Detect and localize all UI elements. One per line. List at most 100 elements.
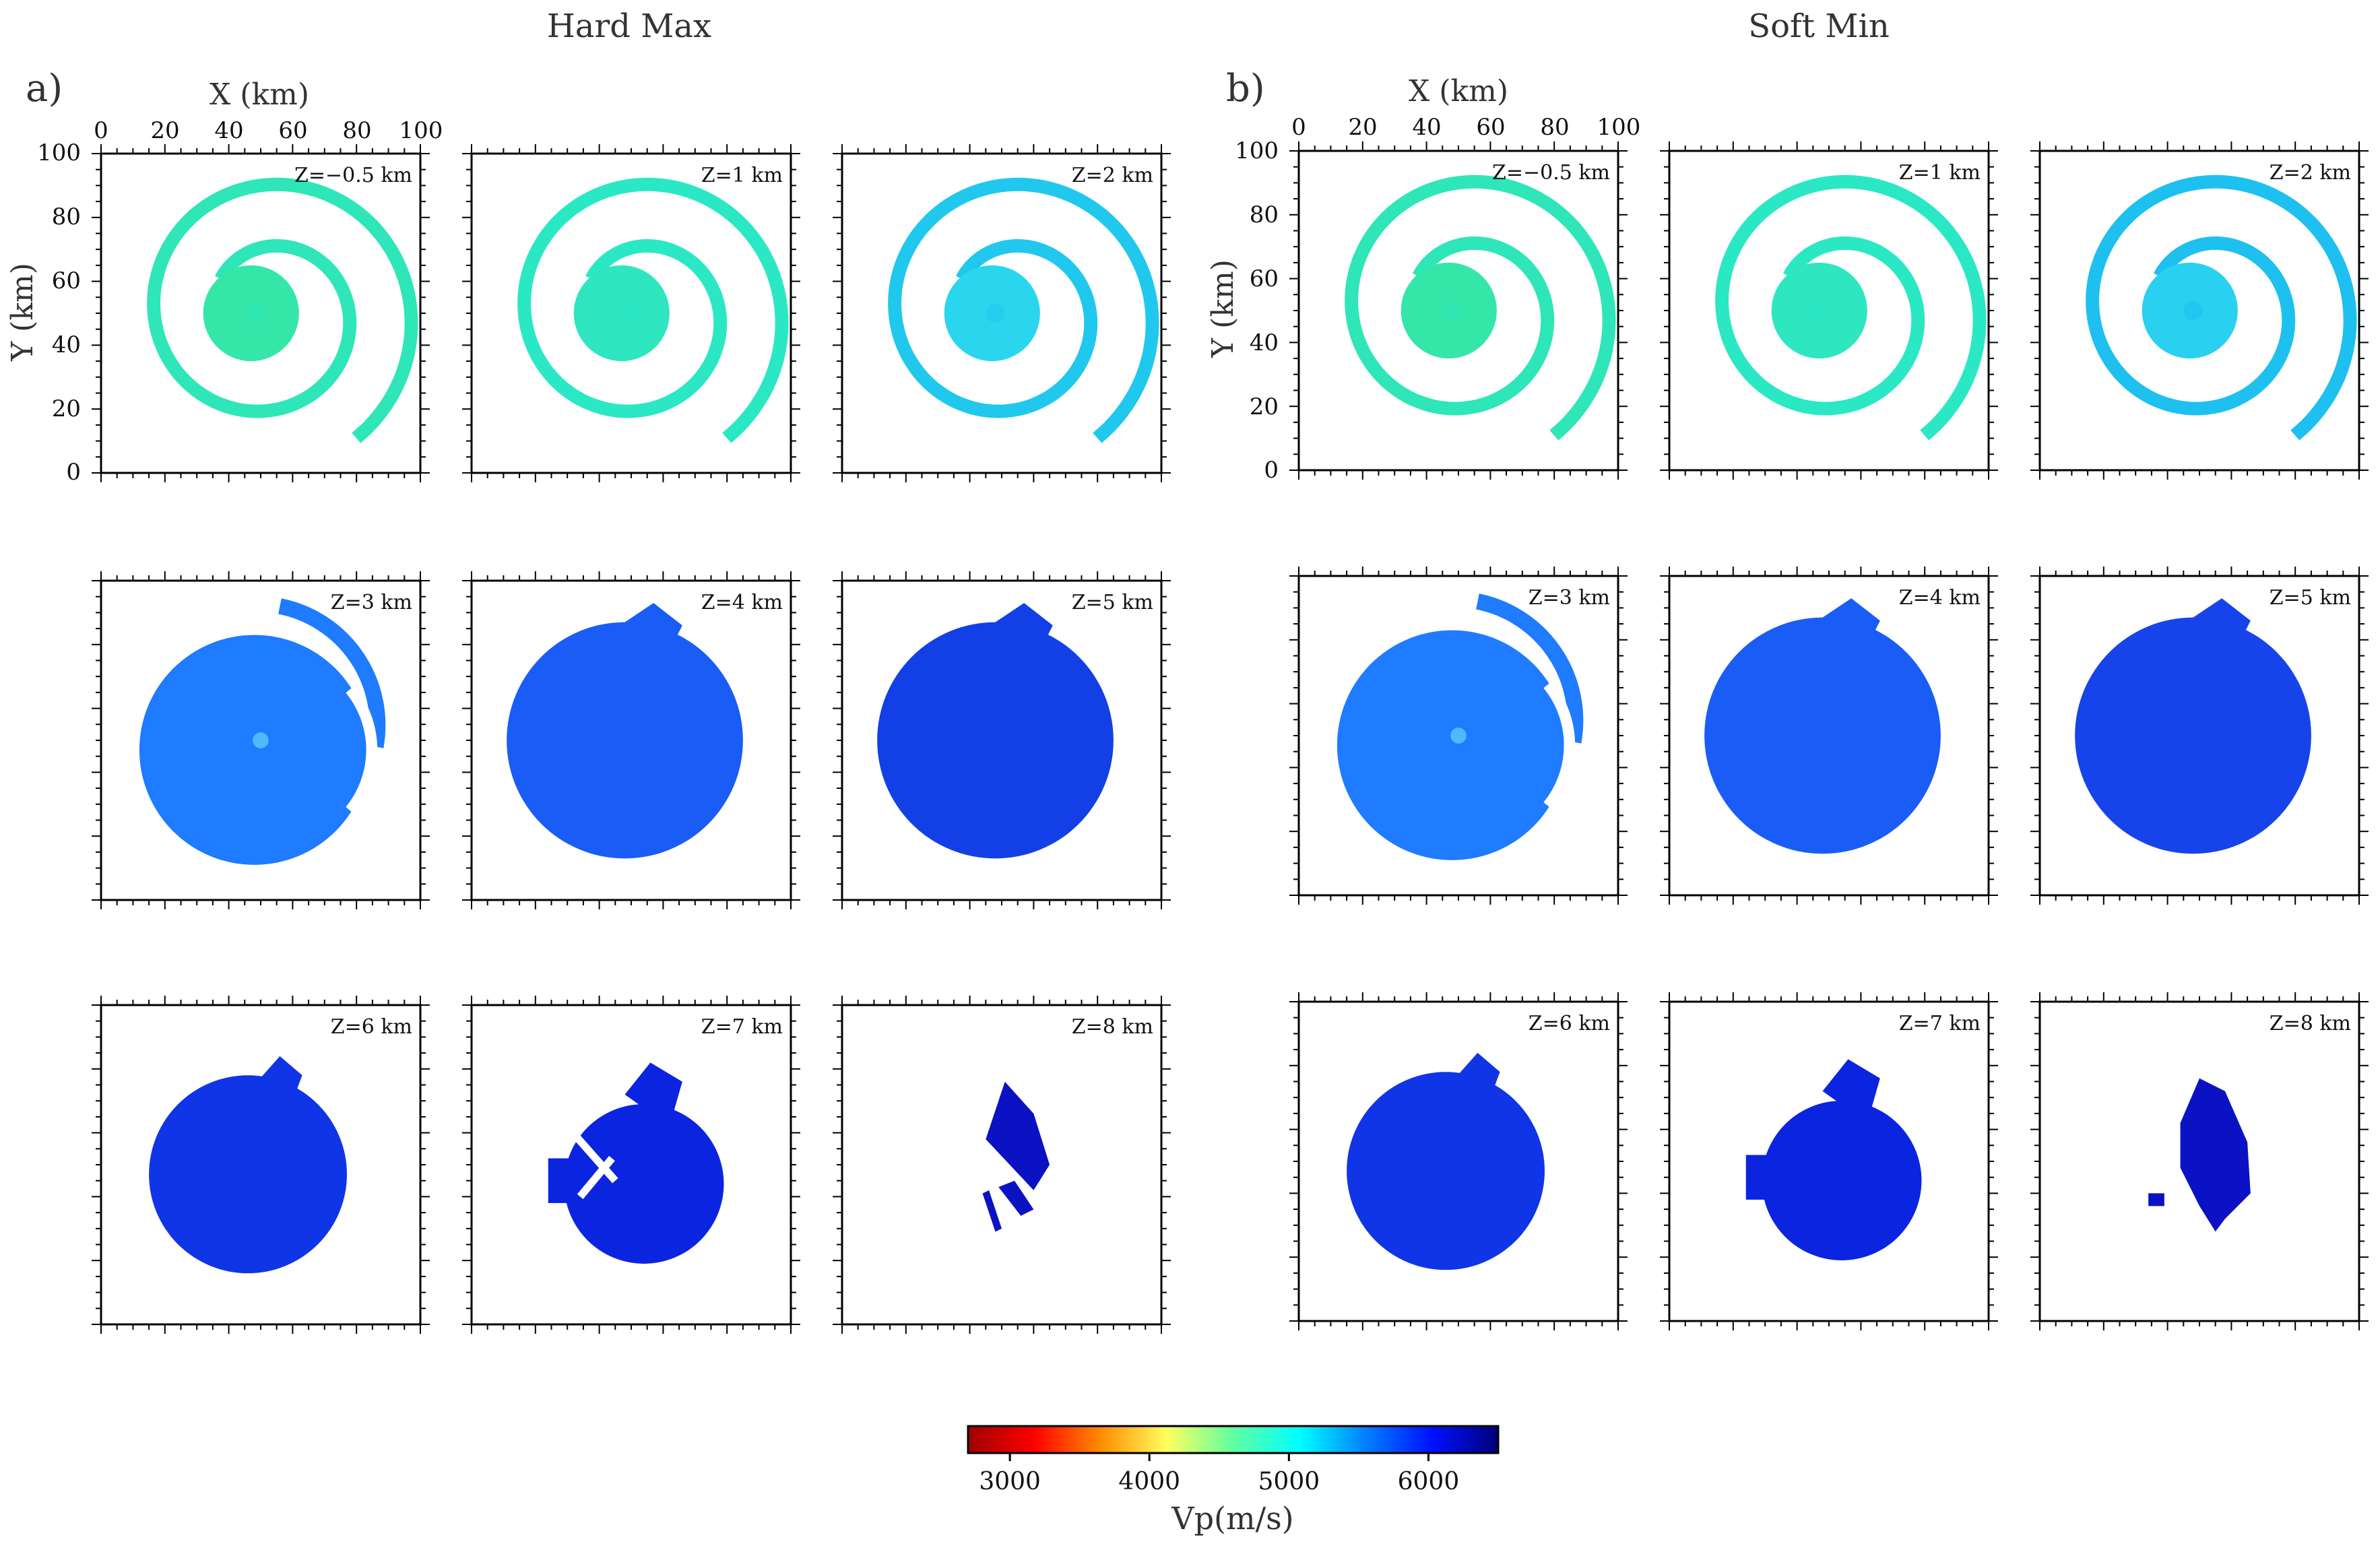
group-a-letter: a) bbox=[26, 67, 63, 110]
colorbar-tick-label: 6000 bbox=[1398, 1468, 1460, 1495]
velocity-disk bbox=[2075, 617, 2311, 854]
depth-slice-panel: Z=4 km bbox=[462, 571, 800, 909]
colorbar: 3000 4000 5000 6000 Vp(m/s) bbox=[967, 1425, 1500, 1537]
core-highlight bbox=[1442, 300, 1462, 321]
spiral-arm bbox=[147, 177, 418, 443]
colorbar-tick-label: 3000 bbox=[979, 1468, 1041, 1495]
depth-slice-panel: Z=1 km bbox=[462, 144, 800, 482]
inner-gap bbox=[1543, 680, 1576, 810]
x-tick-label: 40 bbox=[1412, 114, 1441, 141]
disk-lobe bbox=[995, 603, 1053, 651]
depth-slice-panel: Z=8 km bbox=[2030, 992, 2369, 1330]
depth-slice-panel: Z=4 km bbox=[1660, 567, 1998, 905]
core-highlight bbox=[245, 303, 264, 323]
panel-field bbox=[1345, 174, 1616, 441]
group-a-ylabel: Y (km) bbox=[5, 263, 40, 362]
spiral-arm bbox=[517, 177, 789, 443]
x-tick-label: 20 bbox=[150, 117, 179, 144]
colorbar-tick-label: 5000 bbox=[1258, 1468, 1320, 1495]
depth-label: Z=5 km bbox=[2270, 586, 2351, 610]
group-b-ylabel: Y (km) bbox=[1206, 259, 1240, 358]
depth-label: Z=4 km bbox=[701, 591, 783, 614]
group-a-y-ticklabels: 0 20 40 60 80 100 bbox=[37, 139, 81, 486]
panel-field bbox=[1704, 598, 1941, 854]
depth-slice-panels: Z=−0.5 km Z=1 km Z=2 km Z=3 km Z=4 km Z=5 km Z… bbox=[92, 141, 2369, 1334]
depth-slice-panel: Z=2 km bbox=[833, 144, 1171, 482]
colorbar-ticks: 3000 4000 5000 6000 bbox=[979, 1453, 1459, 1495]
disk-lobe bbox=[254, 1056, 302, 1101]
group-b-xlabel: X (km) bbox=[1409, 74, 1508, 108]
inner-gap bbox=[346, 685, 378, 814]
disk-lobe bbox=[2193, 598, 2251, 647]
depth-label: Z=7 km bbox=[1899, 1012, 1981, 1035]
y-tick-label: 20 bbox=[1250, 393, 1279, 420]
x-tick-label: 20 bbox=[1348, 114, 1377, 141]
velocity-patch bbox=[1762, 1100, 1922, 1260]
panel-field bbox=[2148, 1078, 2251, 1232]
patch-crack bbox=[577, 1155, 615, 1200]
velocity-fragment bbox=[982, 1190, 1002, 1232]
patch-crack bbox=[564, 1124, 618, 1184]
outer-arc bbox=[278, 598, 386, 748]
depth-slice-panel: Z=5 km bbox=[2030, 567, 2369, 905]
y-tick-label: 60 bbox=[52, 267, 81, 294]
core-highlight bbox=[615, 303, 635, 323]
depth-label: Z=3 km bbox=[1529, 586, 1610, 610]
colorbar-gradient bbox=[967, 1425, 1500, 1454]
core-highlight bbox=[253, 732, 269, 748]
depth-slice-panel: Z=−0.5 km bbox=[1289, 141, 1628, 480]
depth-label: Z=1 km bbox=[701, 164, 783, 187]
depth-slice-panel: Z=7 km bbox=[462, 996, 800, 1334]
spiral-arm bbox=[1345, 174, 1616, 441]
depth-label: Z=8 km bbox=[2270, 1012, 2351, 1035]
group-b-x-ticklabels: 0 20 40 60 80 100 bbox=[1291, 114, 1640, 141]
group-a-x-ticklabels: 0 20 40 60 80 100 bbox=[94, 117, 443, 144]
velocity-blob bbox=[2180, 1078, 2251, 1232]
panel-field bbox=[2086, 174, 2357, 441]
velocity-disk bbox=[877, 622, 1114, 859]
core-highlight bbox=[1813, 300, 1832, 321]
panel-field bbox=[1715, 174, 1987, 441]
spiral-arm bbox=[1715, 174, 1987, 441]
depth-label: Z=6 km bbox=[1529, 1012, 1610, 1035]
depth-slice-panel: Z=−0.5 km bbox=[92, 144, 430, 482]
panel-field bbox=[1745, 1059, 1922, 1260]
y-tick-label: 40 bbox=[52, 331, 81, 358]
y-tick-label: 80 bbox=[1250, 201, 1279, 228]
depth-slice-panel: Z=3 km bbox=[1289, 567, 1628, 905]
panel-field bbox=[548, 1062, 724, 1264]
velocity-disk bbox=[507, 622, 743, 859]
y-tick-label: 60 bbox=[1250, 265, 1279, 292]
x-tick-label: 60 bbox=[1476, 114, 1505, 141]
patch-lobe bbox=[1822, 1059, 1880, 1124]
panel-field bbox=[1337, 593, 1584, 860]
y-tick-label: 80 bbox=[52, 203, 81, 230]
x-tick-label: 100 bbox=[399, 117, 443, 144]
depth-label: Z=2 km bbox=[2270, 161, 2351, 185]
y-tick-label: 100 bbox=[1235, 137, 1279, 164]
spiral-arm bbox=[888, 177, 1159, 443]
velocity-disk bbox=[1347, 1072, 1545, 1270]
core-highlight bbox=[1450, 728, 1467, 744]
group-a-title: Hard Max bbox=[547, 7, 711, 45]
disk-lobe bbox=[624, 603, 682, 651]
depth-slice-panel: Z=1 km bbox=[1660, 141, 1998, 480]
velocity-disk bbox=[1704, 617, 1941, 854]
outer-arc bbox=[1476, 593, 1584, 744]
panel-field bbox=[2075, 598, 2311, 854]
depth-label: Z=6 km bbox=[331, 1015, 412, 1039]
depth-label: Z=−0.5 km bbox=[1492, 161, 1610, 185]
depth-label: Z=−0.5 km bbox=[294, 164, 412, 187]
x-tick-label: 0 bbox=[94, 117, 108, 144]
depth-label: Z=7 km bbox=[701, 1015, 783, 1039]
panel-field bbox=[149, 1056, 347, 1274]
panel-frame bbox=[841, 1004, 1163, 1326]
panel-field bbox=[517, 177, 789, 443]
panel-field bbox=[139, 598, 386, 865]
patch-fragment bbox=[548, 1158, 593, 1203]
patch-lobe bbox=[624, 1062, 682, 1127]
x-tick-label: 60 bbox=[278, 117, 307, 144]
x-tick-label: 40 bbox=[214, 117, 243, 144]
panel-field bbox=[877, 603, 1114, 859]
